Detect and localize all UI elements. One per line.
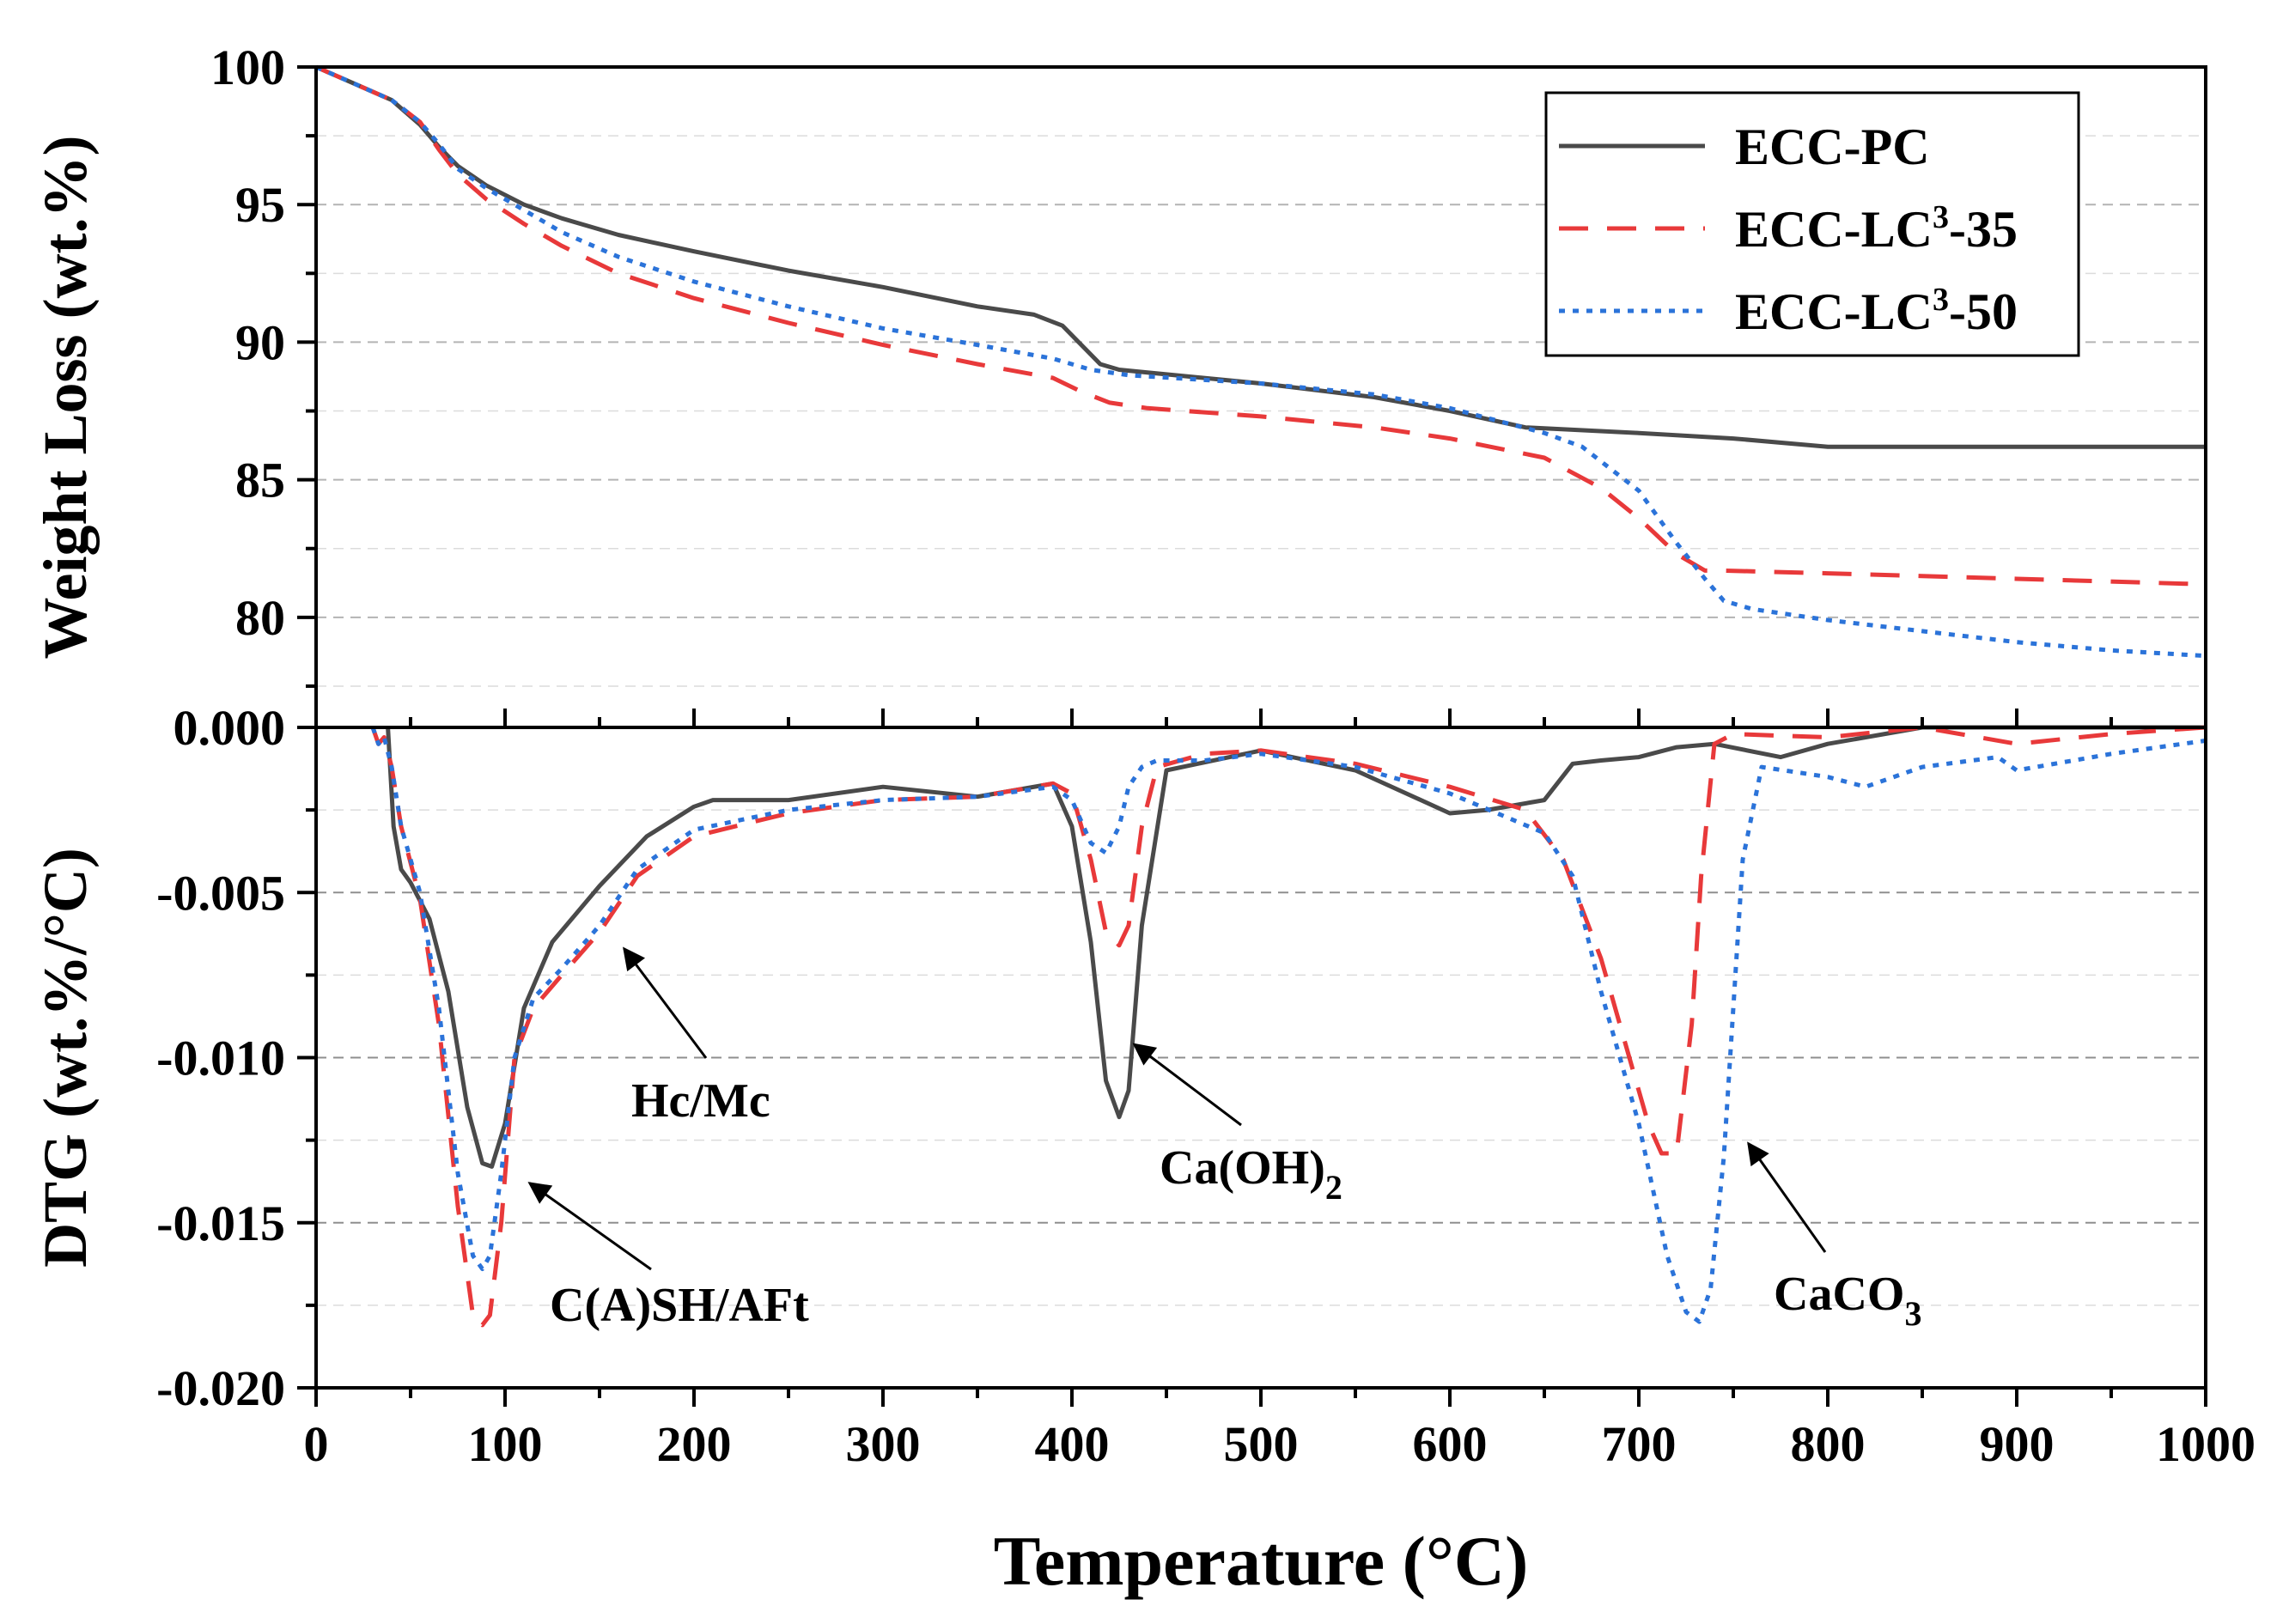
- annotation-arrow: [527, 1182, 652, 1271]
- annotation-label: CaCO3: [1774, 1268, 1921, 1333]
- bottom-series-ecc-pc: [386, 725, 2206, 1169]
- top-series-ecc-pc: [315, 64, 2206, 449]
- top-series-ecc-lc3-35: [315, 64, 2207, 587]
- annotation-label: Ca(OH)2: [1160, 1141, 1342, 1207]
- x-tick-label: 0: [304, 1416, 329, 1472]
- legend-entry-base: ECC-PC: [1735, 119, 1930, 175]
- labels-layer: 80 85 90 95 100 0.000 -0.005 -0.010 -0.015 -0.020…: [31, 40, 2256, 1600]
- annotation-arrow: [1132, 1043, 1242, 1127]
- x-tick-label: 1000: [2156, 1416, 2256, 1472]
- top-y-tick-label: 90: [235, 314, 285, 370]
- top-series-ecc-lc3-50: [315, 64, 2207, 659]
- bottom-y-tick-label: 0.000: [174, 700, 286, 756]
- legend-entry-base: ECC-LC: [1735, 201, 1933, 258]
- axes-layer: [297, 65, 2207, 1407]
- x-tick-label: 600: [1413, 1416, 1488, 1472]
- annotation-text: C(A)SH/AFt: [550, 1279, 809, 1332]
- annotation-subscript: 3: [1904, 1294, 1921, 1333]
- bottom-y-tick-label: -0.005: [156, 865, 285, 921]
- series-layer: [315, 64, 2207, 1328]
- annotation-text: CaCO: [1774, 1268, 1904, 1321]
- legend-entry-base: ECC-LC: [1735, 283, 1933, 340]
- x-tick-label: 700: [1602, 1416, 1677, 1472]
- grid-layer: [316, 135, 2206, 1306]
- legend-box: [1544, 91, 2080, 357]
- top-y-tick-label: 85: [235, 453, 285, 508]
- annotation-text: Hc/Mc: [631, 1074, 770, 1128]
- x-tick-label: 500: [1224, 1416, 1299, 1472]
- top-y-tick-label: 100: [210, 40, 285, 95]
- x-tick-label: 300: [846, 1416, 921, 1472]
- legend-entry-sup: 3: [1933, 282, 1949, 318]
- legend-entry-sup: 3: [1933, 199, 1949, 235]
- top-y-tick-label: 80: [235, 590, 285, 646]
- annotation-arrow: [1747, 1141, 1827, 1253]
- legend-entry-text: ECC-LC3-35: [1735, 199, 2018, 258]
- x-tick-label: 400: [1035, 1416, 1110, 1472]
- bottom-y-tick-label: -0.015: [156, 1195, 285, 1251]
- bottom-series-ecc-lc3-35: [370, 725, 2207, 1328]
- x-tick-label: 200: [657, 1416, 732, 1472]
- x-tick-label: 800: [1791, 1416, 1866, 1472]
- x-tick-label: 900: [1980, 1416, 2055, 1472]
- annotation-text: Ca(OH): [1160, 1141, 1325, 1195]
- annotation-label: C(A)SH/AFt: [550, 1279, 809, 1332]
- x-tick-label: 100: [468, 1416, 543, 1472]
- legend-entry-tail: -35: [1949, 201, 2018, 258]
- top-y-axis-title: Weight Loss (wt.%): [31, 136, 100, 660]
- legend-entry-text: ECC-LC3-50: [1735, 282, 2018, 340]
- annotation-arrow: [623, 946, 708, 1059]
- annotation-label: Hc/Mc: [631, 1074, 770, 1128]
- bottom-y-tick-label: -0.010: [156, 1031, 285, 1086]
- bottom-y-tick-label: -0.020: [156, 1360, 285, 1416]
- legend-entry-tail: -50: [1949, 283, 2018, 340]
- bottom-y-axis-title: DTG (wt.%/°C): [31, 848, 100, 1268]
- top-y-tick-label: 95: [235, 177, 285, 233]
- legend-entry-text: ECC-PC: [1735, 119, 1930, 175]
- bottom-series-ecc-lc3-50: [370, 727, 2207, 1324]
- x-axis-title: Temperature (°C): [994, 1522, 1529, 1600]
- annotations: C(A)SH/AFt Hc/Mc Ca(OH)2 CaCO3: [527, 946, 1921, 1333]
- annotation-subscript: 2: [1325, 1168, 1342, 1207]
